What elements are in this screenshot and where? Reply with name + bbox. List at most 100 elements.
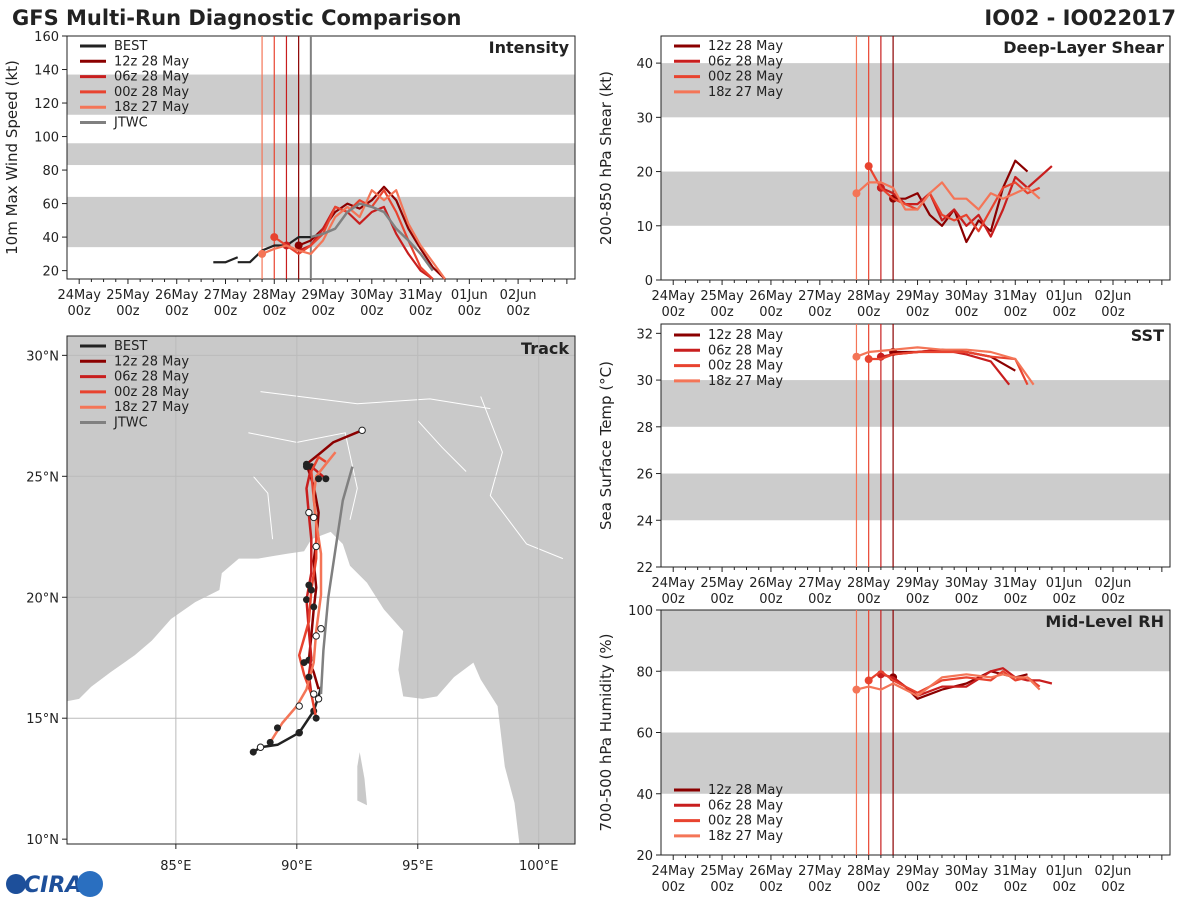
x-tick-day: 01Jun (1046, 289, 1083, 304)
x-tick-day: 25May (700, 864, 744, 879)
track-point-run18z (266, 738, 274, 746)
track-point (305, 673, 313, 681)
x-tick-hour: 00z (662, 880, 686, 895)
track-point-best (249, 748, 257, 756)
track-point-open (295, 702, 303, 710)
y-tick-label: 28 (636, 421, 653, 436)
track-point-open-run12z (358, 426, 366, 435)
x-tick-day: 30May (945, 289, 989, 304)
category-band (661, 732, 1170, 794)
x-tick-day: 30May (945, 576, 989, 591)
country-border (252, 475, 274, 540)
series-line-jtwc (310, 202, 434, 272)
x-tick-hour: 00z (1004, 880, 1028, 895)
panel-title: Track (521, 339, 569, 358)
y-tick-label: 26 (636, 468, 653, 483)
x-tick-hour: 00z (759, 592, 783, 607)
x-tick-day: 24May (652, 864, 696, 879)
category-band (661, 63, 1170, 118)
series-start-point-run00z (864, 162, 873, 171)
x-tick-hour: 00z (759, 305, 783, 320)
panel-title: SST (1131, 326, 1164, 345)
x-tick-hour: 00z (1052, 592, 1076, 607)
x-tick-day: 26May (155, 288, 199, 303)
panel-title: Intensity (489, 38, 570, 57)
x-tick-hour: 00z (116, 304, 140, 319)
x-tick-hour: 00z (1052, 305, 1076, 320)
legend-label-run18z: 18z 27 May (708, 829, 783, 844)
legend-label-run06z: 06z 28 May (114, 370, 189, 385)
legend-label-run00z: 00z 28 May (708, 814, 783, 829)
x-tick-hour: 00z (506, 304, 530, 319)
legend-label-run06z: 06z 28 May (708, 54, 783, 69)
x-tick-day: 26May (749, 864, 793, 879)
x-tick-hour: 00z (906, 305, 930, 320)
lat-tick-label: 15°N (26, 712, 59, 727)
x-tick-hour: 00z (808, 880, 832, 895)
series-start-point-run18z (852, 189, 861, 198)
panel-title: Mid-Level RH (1045, 612, 1164, 631)
x-tick-day: 25May (700, 576, 744, 591)
x-tick-hour: 00z (710, 880, 734, 895)
lon-tick-label: 100°E (519, 859, 559, 874)
x-tick-hour: 00z (68, 304, 92, 319)
x-tick-day: 24May (652, 576, 696, 591)
x-tick-day: 28May (253, 288, 297, 303)
y-axis-label: Sea Surface Temp (°C) (597, 361, 615, 530)
y-tick-label: 100 (628, 604, 653, 619)
y-tick-label: 30 (636, 374, 653, 389)
x-tick-day: 28May (847, 864, 891, 879)
x-tick-day: 31May (994, 864, 1038, 879)
track-map (67, 336, 575, 844)
plot-frame (660, 323, 1171, 568)
lon-tick-label: 90°E (281, 859, 312, 874)
track-point (295, 729, 303, 737)
series-line-run00z (273, 189, 434, 280)
y-tick-label: 40 (636, 57, 653, 72)
track-point (305, 581, 313, 589)
intensity-panel: 2040608010012014016024May00z25May00z26Ma… (3, 30, 576, 319)
andaman-islands (357, 752, 367, 806)
y-tick-label: 32 (636, 327, 653, 342)
series-start-point-run00z (270, 233, 279, 242)
y-tick-label: 20 (636, 849, 653, 864)
legend-label-run00z: 00z 28 May (708, 359, 783, 374)
track-point (315, 475, 323, 483)
legend-label-run18z: 18z 27 May (708, 85, 783, 100)
x-tick-day: 29May (896, 289, 940, 304)
category-band (661, 171, 1170, 226)
x-tick-day: 26May (749, 576, 793, 591)
legend-label-run00z: 00z 28 May (708, 70, 783, 85)
track-point (273, 724, 281, 732)
series-line-run06z (880, 667, 1053, 697)
x-tick-day: 27May (798, 864, 842, 879)
series-line-run06z (880, 348, 1011, 386)
series-line-run12z (893, 159, 1029, 244)
x-tick-hour: 00z (1101, 880, 1125, 895)
x-tick-hour: 00z (1101, 305, 1125, 320)
country-border (260, 391, 491, 410)
x-tick-hour: 00z (458, 304, 482, 319)
series-start-point-run18z (258, 249, 267, 258)
x-tick-day: 02Jun (1095, 289, 1132, 304)
x-tick-hour: 00z (1004, 305, 1028, 320)
x-tick-day: 01Jun (1046, 864, 1083, 879)
y-tick-label: 80 (42, 164, 59, 179)
series-line-run06z (880, 165, 1053, 238)
x-tick-hour: 00z (710, 305, 734, 320)
logo-globe-icon (6, 874, 26, 894)
category-band (67, 196, 575, 248)
cira-logo: CIRA (6, 871, 103, 898)
x-tick-day: 02Jun (500, 288, 537, 303)
y-tick-label: 140 (34, 64, 59, 79)
track-line-jtwc (319, 466, 354, 695)
track-point-run06z (322, 475, 330, 483)
x-tick-hour: 00z (955, 305, 979, 320)
series-start-point-run12z (294, 241, 303, 250)
land-area (67, 336, 575, 844)
x-tick-hour: 00z (710, 592, 734, 607)
x-tick-day: 27May (204, 288, 248, 303)
x-tick-hour: 00z (409, 304, 433, 319)
series-line-run18z (856, 673, 1041, 697)
x-tick-hour: 00z (263, 304, 287, 319)
